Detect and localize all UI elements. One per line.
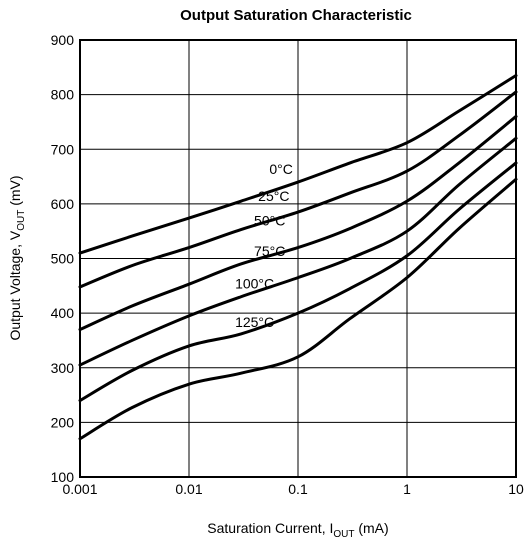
series-label: 50°C: [254, 213, 285, 229]
x-axis-ticks: 0.001 0.01 0.1 1 10: [62, 481, 524, 497]
x-axis-label-sub: OUT: [333, 529, 354, 540]
y-tick-label: 100: [51, 469, 75, 485]
x-tick-label: 0.001: [62, 481, 97, 497]
y-axis-label-unit: (mV): [7, 175, 23, 209]
y-axis-ticks: 100 200 300 400 500 600 700 800 900: [51, 32, 75, 485]
series-label: 75°C: [254, 243, 285, 259]
y-tick-label: 500: [51, 251, 75, 267]
series-line: [78, 161, 518, 403]
series-line: [78, 114, 518, 332]
x-tick-label: 10: [508, 481, 524, 497]
y-tick-label: 600: [51, 196, 75, 212]
y-tick-label: 300: [51, 360, 75, 376]
x-axis-label-unit: (mA): [354, 520, 388, 536]
series-label: 0°C: [269, 161, 293, 177]
x-tick-label: 0.01: [175, 481, 202, 497]
x-tick-label: 0.1: [288, 481, 308, 497]
series-label: 125°C: [235, 314, 274, 330]
series-label: 25°C: [258, 188, 289, 204]
y-tick-label: 900: [51, 32, 75, 48]
series-label: 100°C: [235, 276, 274, 292]
series-line: [78, 136, 518, 367]
y-tick-label: 700: [51, 141, 75, 157]
plot-frame: [79, 39, 517, 478]
y-tick-label: 200: [51, 414, 75, 430]
x-axis-label: Saturation Current, IOUT (mA): [207, 520, 388, 540]
series-line: [78, 74, 518, 255]
curves: 0°C 25°C 50°C 75°C 100°C 125°C: [78, 74, 518, 441]
x-axis-label-main: Saturation Current, I: [207, 520, 333, 536]
series-line: [78, 90, 518, 289]
x-tick-label: 1: [403, 481, 411, 497]
y-axis-label-main: Output Voltage, V: [7, 230, 23, 340]
y-axis-label: Output Voltage, VOUT (mV): [7, 175, 27, 340]
series-line: [78, 177, 518, 441]
y-tick-label: 400: [51, 305, 75, 321]
y-tick-label: 800: [51, 87, 75, 103]
y-axis-label-sub: OUT: [16, 210, 27, 231]
grid: [79, 39, 517, 478]
chart-title: Output Saturation Characteristic: [180, 7, 412, 24]
